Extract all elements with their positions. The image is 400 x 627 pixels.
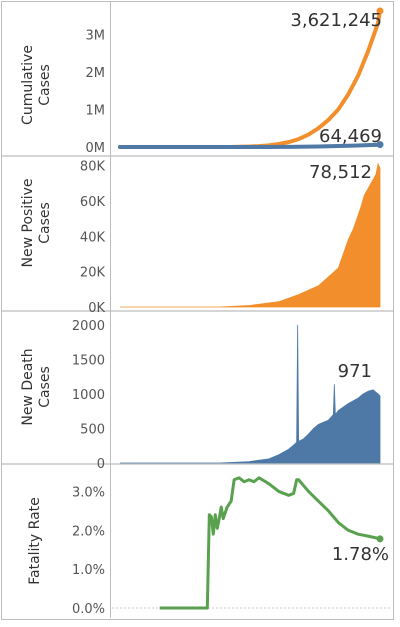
line-end-marker (376, 7, 384, 15)
y-tick-label: 2.0% (72, 524, 105, 539)
y-axis-label-line: New Positive (20, 179, 36, 268)
y-tick-label: 60K (80, 195, 106, 210)
y-tick-label: 1.0% (72, 563, 105, 578)
y-axis-label-line: Cumulative (20, 45, 36, 125)
y-tick-label: 40K (80, 230, 106, 245)
y-axis-label-1: CumulativeCases (20, 45, 53, 125)
y-axis-label-line: Cases (37, 202, 53, 244)
end-value-label: 1.78% (332, 544, 389, 565)
y-axis-label-4: Fatality Rate (27, 497, 43, 585)
y-tick-label: 500 (80, 422, 105, 437)
end-value-label: 3,621,245 (290, 10, 382, 31)
y-tick-label: 3.0% (72, 485, 105, 500)
y-tick-label: 2000 (72, 319, 105, 334)
y-axis-label-line: New Death (20, 348, 36, 425)
y-tick-label: 80K (80, 160, 106, 175)
area-series-3 (120, 324, 381, 464)
y-axis-label-3: New DeathCases (20, 348, 53, 425)
y-tick-label: 1000 (72, 388, 105, 403)
end-value-label: 971 (338, 361, 372, 382)
y-tick-label: 0K (88, 301, 105, 316)
line-series-2 (118, 142, 382, 149)
y-tick-label: 0.0% (72, 602, 105, 617)
y-axis-label-line: Fatality Rate (27, 497, 43, 585)
line-end-marker (376, 141, 384, 149)
area-series-2 (120, 162, 381, 308)
y-tick-label: 0 (97, 457, 105, 472)
y-axis-label-line: Cases (37, 64, 53, 106)
y-tick-label: 1M (86, 103, 106, 118)
y-tick-label: 2M (86, 66, 106, 81)
y-axis-label-2: New PositiveCases (20, 179, 53, 268)
y-tick-label: 0M (86, 141, 106, 156)
end-value-label: 78,512 (309, 162, 372, 183)
line-series-fatality (159, 476, 381, 610)
y-tick-label: 1500 (72, 353, 105, 368)
end-value-label: 64,469 (319, 126, 382, 147)
y-tick-label: 3M (86, 28, 106, 43)
y-tick-label: 20K (80, 266, 106, 281)
y-axis-label-line: Cases (37, 366, 53, 408)
line-end-marker (376, 535, 384, 543)
